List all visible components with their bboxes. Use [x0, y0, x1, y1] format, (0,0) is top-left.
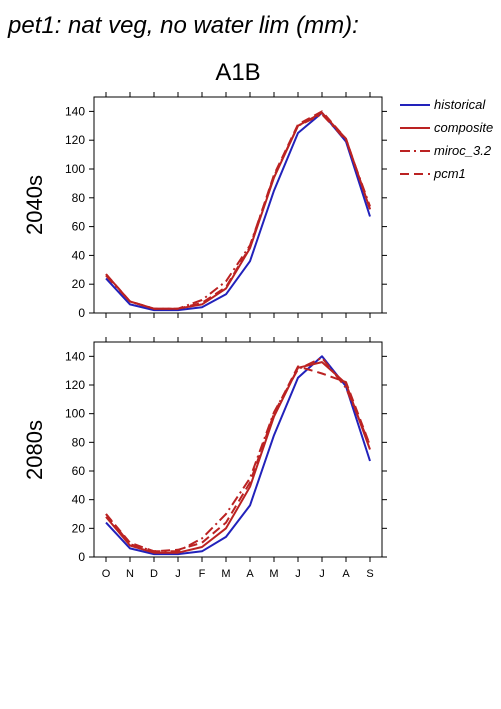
y-tick-label: 80	[72, 191, 86, 205]
x-tick-label: A	[246, 568, 254, 580]
panel-label: 2040s	[22, 175, 47, 235]
series-line-miroc-3-2	[105, 356, 371, 553]
y-tick-label: 80	[72, 435, 86, 449]
y-tick-label: 120	[65, 378, 85, 392]
y-tick-label: 100	[65, 407, 85, 421]
x-tick-label: N	[126, 568, 134, 580]
panel-2080s: 0 20 40 60 80 100 120 140 O N D J F M A M J J A S 2080s	[22, 337, 387, 580]
legend-label: miroc_3.2	[434, 143, 492, 158]
y-tick-label: 60	[72, 220, 86, 234]
series-line-composite	[105, 361, 371, 554]
x-tick-label: D	[150, 568, 158, 580]
x-tick-label: J	[295, 568, 301, 580]
x-tick-label: F	[199, 568, 206, 580]
x-tick-label: M	[221, 568, 230, 580]
y-tick-label: 20	[72, 277, 86, 291]
y-tick-label: 120	[65, 133, 85, 147]
series-line-historical	[105, 355, 371, 556]
y-tick-label: 140	[65, 104, 85, 118]
y-tick-label: 40	[72, 248, 86, 262]
y-tick-label: 140	[65, 349, 85, 363]
panel-label: 2080s	[22, 420, 47, 480]
series-line-miroc-3-2	[105, 113, 371, 310]
plot-frame	[93, 96, 383, 314]
series-line-pcm1	[105, 365, 371, 553]
x-tick-label: S	[366, 568, 373, 580]
x-tick-label: O	[102, 568, 111, 580]
legend-label: historical	[434, 97, 486, 112]
plot-frame	[93, 341, 383, 558]
y-tick-label: 40	[72, 493, 86, 507]
legend-label: composite	[434, 120, 493, 135]
x-tick-label: J	[319, 568, 325, 580]
y-tick-label: 20	[72, 521, 86, 535]
scenario-title: A1B	[215, 59, 260, 86]
y-tick-label: 60	[72, 464, 86, 478]
page-title: pet1: nat veg, no water lim (mm):	[7, 12, 359, 39]
x-tick-label: M	[269, 568, 278, 580]
panel-2040s: 0 20 40 60 80 100 120 140 2040s	[22, 92, 387, 320]
y-tick-label: 0	[78, 306, 85, 320]
y-tick-label: 100	[65, 162, 85, 176]
legend: historical composite miroc_3.2 pcm1	[400, 97, 493, 181]
legend-label: pcm1	[433, 166, 466, 181]
x-tick-label: J	[175, 568, 181, 580]
y-tick-label: 0	[78, 550, 85, 564]
series-line-pcm1	[105, 110, 371, 310]
x-tick-label: A	[342, 568, 350, 580]
series-line-historical	[105, 111, 371, 312]
